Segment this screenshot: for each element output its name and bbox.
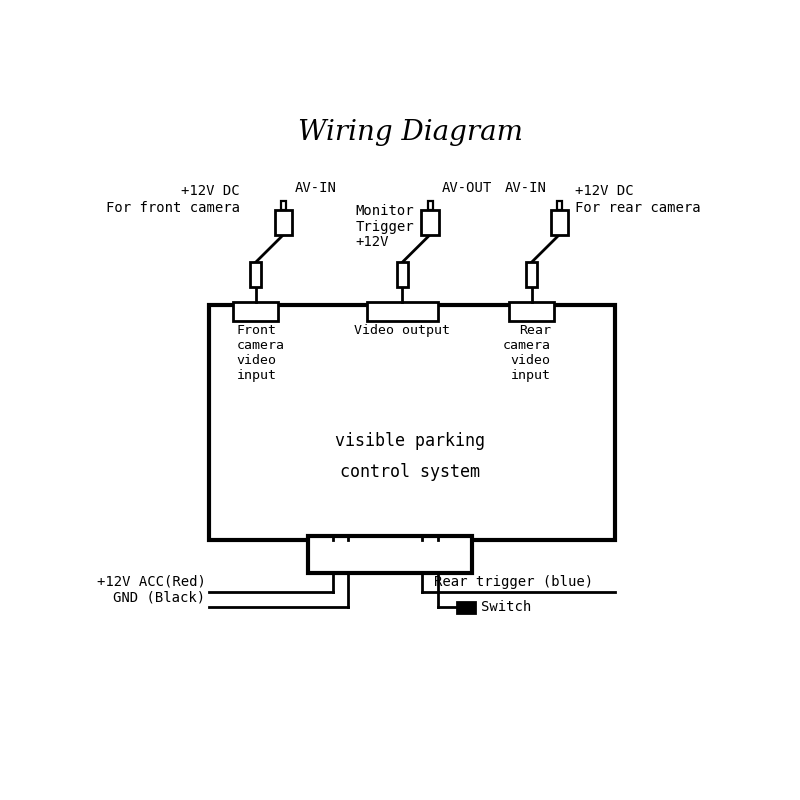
Bar: [275, 210, 292, 234]
Text: +12V DC: +12V DC: [182, 184, 240, 198]
Text: Front
camera
video
input: Front camera video input: [237, 324, 285, 382]
Bar: [209, 306, 614, 539]
Bar: [428, 202, 433, 210]
Bar: [457, 602, 475, 613]
Text: GND (Black): GND (Black): [114, 590, 206, 604]
Text: Rear trigger (blue): Rear trigger (blue): [434, 574, 593, 589]
Text: For front camera: For front camera: [106, 201, 240, 215]
Text: AV-OUT: AV-OUT: [442, 181, 491, 195]
Text: +12V DC: +12V DC: [575, 184, 634, 198]
Text: Video output: Video output: [354, 324, 450, 337]
Text: AV-IN: AV-IN: [294, 181, 337, 195]
Bar: [250, 262, 261, 287]
Text: visible parking: visible parking: [335, 432, 485, 450]
Text: Monitor: Monitor: [356, 205, 414, 218]
Text: Trigger: Trigger: [356, 220, 414, 234]
Text: For rear camera: For rear camera: [575, 201, 701, 215]
Text: +12V: +12V: [356, 235, 390, 250]
Text: Switch: Switch: [482, 600, 531, 614]
Bar: [234, 302, 278, 321]
Text: +12V ACC(Red): +12V ACC(Red): [97, 574, 206, 589]
Bar: [550, 210, 568, 234]
Bar: [557, 202, 562, 210]
Bar: [281, 202, 286, 210]
Bar: [510, 302, 554, 321]
Text: Rear
camera
video
input: Rear camera video input: [502, 324, 550, 382]
Text: AV-IN: AV-IN: [505, 181, 547, 195]
Bar: [526, 262, 537, 287]
Bar: [308, 537, 472, 574]
Bar: [422, 210, 439, 234]
Text: Wiring Diagram: Wiring Diagram: [298, 119, 522, 146]
Bar: [366, 302, 438, 321]
Text: control system: control system: [340, 462, 480, 481]
Bar: [397, 262, 408, 287]
